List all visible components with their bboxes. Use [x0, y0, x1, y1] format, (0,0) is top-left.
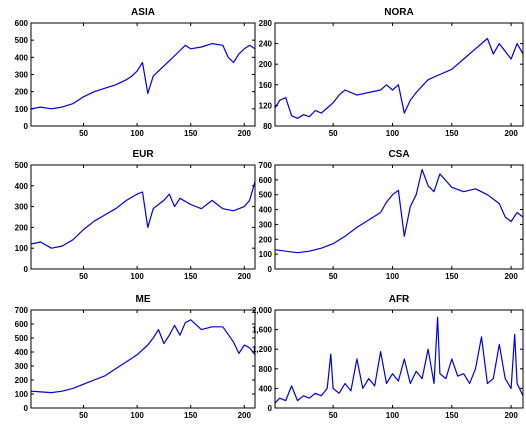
y-tick-label: 600	[15, 19, 29, 28]
series-line	[30, 181, 256, 249]
x-tick-label: 150	[184, 272, 198, 281]
chart-panel: AFR 0 400 800 1,200 1,600 2,000 50 100 150 200	[252, 294, 524, 420]
x-tick-label: 200	[238, 411, 252, 420]
y-tick-label: 200	[259, 60, 273, 69]
x-tick-label: 100	[130, 411, 144, 420]
y-tick-label: 600	[259, 176, 273, 185]
x-tick-label: 150	[445, 272, 459, 281]
chart-panel: NORA 80 120 160 200 240 280 50 100 150 200	[259, 7, 524, 138]
chart-title: NORA	[384, 7, 413, 18]
x-tick-label: 200	[238, 272, 252, 281]
y-tick-label: 0	[24, 122, 29, 131]
y-tick-label: 160	[259, 81, 273, 90]
y-tick-label: 700	[259, 161, 273, 170]
y-tick-label: 600	[15, 320, 29, 329]
y-tick-label: 200	[259, 235, 273, 244]
y-tick-label: 100	[15, 244, 29, 253]
y-tick-label: 300	[15, 71, 29, 80]
chart-title: ASIA	[131, 7, 155, 18]
y-tick-label: 240	[259, 40, 273, 49]
x-tick-label: 100	[386, 272, 400, 281]
plot-frame	[30, 22, 256, 127]
y-tick-label: 1,200	[252, 345, 273, 354]
series-line	[274, 316, 524, 404]
y-tick-label: 400	[15, 348, 29, 357]
y-tick-label: 500	[259, 191, 273, 200]
chart-panel: CSA 0 100 200 300 400 500 600 700 50 100 150 200	[259, 149, 524, 281]
chart-title: AFR	[389, 294, 410, 305]
y-tick-label: 300	[15, 362, 29, 371]
y-tick-label: 200	[15, 376, 29, 385]
x-tick-label: 150	[184, 411, 198, 420]
chart-title: ME	[136, 294, 151, 305]
y-tick-label: 500	[15, 36, 29, 45]
x-tick-label: 200	[504, 129, 518, 138]
chart-panel: ME 0 100 200 300 400 500 600 700 50 100 150 200	[15, 294, 256, 420]
y-tick-label: 200	[15, 88, 29, 97]
series-line	[30, 42, 256, 110]
plot-frame	[30, 309, 256, 409]
x-tick-label: 200	[238, 129, 252, 138]
plot-frame	[274, 164, 524, 270]
y-tick-label: 1,600	[252, 326, 273, 335]
plot-frame	[274, 22, 524, 127]
x-tick-label: 200	[504, 272, 518, 281]
y-tick-label: 700	[15, 306, 29, 315]
x-tick-label: 50	[79, 129, 88, 138]
chart-title: EUR	[132, 149, 154, 160]
y-tick-label: 300	[15, 203, 29, 212]
y-tick-label: 0	[24, 265, 29, 274]
y-tick-label: 300	[259, 220, 273, 229]
y-tick-label: 0	[268, 404, 273, 413]
x-tick-label: 200	[504, 411, 518, 420]
x-tick-label: 50	[329, 411, 338, 420]
y-tick-label: 100	[259, 250, 273, 259]
x-tick-label: 150	[184, 129, 198, 138]
x-tick-label: 50	[329, 129, 338, 138]
y-tick-label: 200	[15, 223, 29, 232]
y-tick-label: 80	[263, 122, 272, 131]
y-tick-label: 100	[15, 390, 29, 399]
y-tick-label: 0	[24, 404, 29, 413]
plot-frame	[274, 309, 524, 409]
x-tick-label: 100	[130, 272, 144, 281]
y-tick-label: 100	[15, 105, 29, 114]
x-tick-label: 50	[79, 411, 88, 420]
y-tick-label: 400	[259, 384, 273, 393]
chart-panel: ASIA 0 100 200 300 400 500 600 50 100 150 200	[15, 7, 256, 138]
y-tick-label: 400	[259, 206, 273, 215]
y-tick-label: 800	[259, 365, 273, 374]
y-tick-label: 400	[15, 182, 29, 191]
series-line	[274, 37, 524, 119]
y-tick-label: 400	[15, 53, 29, 62]
x-tick-label: 150	[445, 411, 459, 420]
x-tick-label: 100	[130, 129, 144, 138]
x-tick-label: 50	[79, 272, 88, 281]
series-line	[274, 168, 524, 254]
y-tick-label: 120	[259, 101, 273, 110]
y-tick-label: 2,000	[252, 306, 273, 315]
x-tick-label: 150	[445, 129, 459, 138]
y-tick-label: 0	[268, 265, 273, 274]
y-tick-label: 500	[15, 161, 29, 170]
x-tick-label: 100	[386, 411, 400, 420]
x-tick-label: 100	[386, 129, 400, 138]
x-tick-label: 50	[329, 272, 338, 281]
chart-title: CSA	[388, 149, 409, 160]
plot-frame	[30, 164, 256, 270]
y-tick-label: 280	[259, 19, 273, 28]
chart-panel: EUR 0 100 200 300 400 500 50 100 150 200	[15, 149, 256, 281]
y-tick-label: 500	[15, 334, 29, 343]
series-line	[30, 319, 256, 394]
